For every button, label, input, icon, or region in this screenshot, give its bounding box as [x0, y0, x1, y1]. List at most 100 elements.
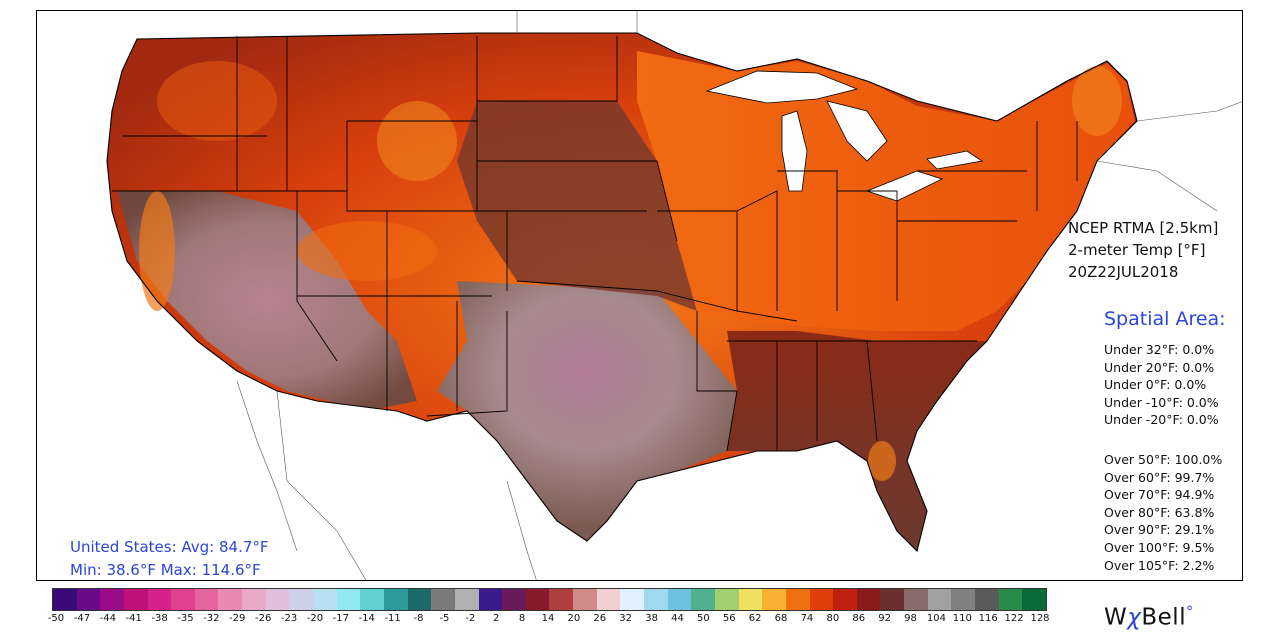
colorbar-tick-label: 14: [541, 613, 555, 624]
colorbar-tick-label: 80: [826, 613, 840, 624]
under-32-stat: Under 32°F: 0.0%: [1104, 342, 1215, 357]
colorbar-cell: [336, 589, 361, 610]
lake-huron: [826, 100, 888, 162]
colorbar-cell: [785, 589, 810, 610]
colorbar-cell: [998, 589, 1023, 610]
colorbar-tick-label: -8: [413, 613, 424, 624]
over-80-stat: Over 80°F: 63.8%: [1104, 504, 1215, 520]
colorbar-ticks: -50 -47 -44 -41 -38 -35 -32 -29 -26 -23 -20 -17 -14-…: [40, 613, 1060, 627]
colorbar-tick-label: 104: [926, 613, 946, 624]
colorbar-cell: [951, 589, 975, 610]
over-70-stat: Over 70°F: 94.9%: [1104, 487, 1215, 503]
colorbar-tick-label: 128: [1030, 613, 1050, 624]
colorbar-tick-label: -44: [99, 613, 116, 624]
colorbar-tick-label: 116: [978, 613, 998, 624]
colorbar-tick-label: -23: [280, 613, 298, 624]
colorbar-tick-label: 44: [671, 613, 684, 624]
product-title-block: NCEP RTMA [2.5km] 2-meter Temp [°F] 20Z2…: [1068, 217, 1218, 283]
temperature-colorbar: [52, 588, 1047, 611]
temperature-map: [106, 11, 1242, 580]
under-threshold-list: Under 32°F: 0.0% Under 20°F: 0.0% Under …: [1104, 341, 1219, 429]
us-average-stat: United States: Avg: 84.7°F: [70, 538, 269, 556]
under-minus20-stat: Under -20°F: 0.0%: [1104, 412, 1219, 428]
colorbar-cell: [407, 589, 432, 610]
map-panel: [36, 10, 1243, 581]
colorbar-cell: [691, 589, 715, 610]
colorbar-cell: [502, 589, 526, 610]
colorbar-tick-label: 50: [696, 613, 710, 624]
colorbar-cell: [880, 589, 905, 610]
colorbar-tick-label: -47: [73, 613, 91, 624]
colorbar-cell: [974, 589, 999, 610]
lake-ontario: [926, 150, 984, 170]
colorbar-cell: [454, 589, 479, 610]
colorbar-cell: [53, 589, 77, 610]
colorbar-tick-label: -41: [125, 613, 142, 624]
southeast-region: [727, 331, 987, 551]
colorbar-tick-label: 20: [567, 613, 581, 624]
state-boundaries: [112, 36, 1078, 452]
weatherbell-logo: WχBell°: [1104, 604, 1194, 631]
colorbar-cell: [242, 589, 266, 610]
colorbar-cell: [667, 589, 692, 610]
spatial-area-title: Spatial Area:: [1104, 308, 1226, 330]
over-90-stat: Over 90°F: 29.1%: [1104, 522, 1215, 538]
colorbar-tick-label: 92: [878, 613, 891, 624]
southwest-desert-region: [117, 191, 417, 409]
colorbar-tick-label: -20: [306, 613, 324, 624]
colorbar-cell: [76, 589, 101, 610]
under-minus10-stat: Under -10°F: 0.0%: [1104, 394, 1219, 410]
colorbar-tick-label: 62: [748, 613, 762, 624]
colorbar-cell: [218, 589, 243, 610]
colorbar-tick-label: 32: [619, 613, 633, 624]
colorbar-cell: [620, 589, 645, 610]
colorbar-cell: [360, 589, 384, 610]
valid-time: 20Z22JUL2018: [1068, 263, 1179, 281]
colorbar-cell: [525, 589, 550, 610]
colorbar-cell: [549, 589, 574, 610]
colorbar-tick-label: -2: [465, 613, 476, 624]
colorbar-tick-label: -29: [229, 613, 246, 624]
under-0-stat: Under 0°F: 0.0%: [1104, 377, 1207, 393]
over-100-stat: Over 100°F: 9.5%: [1104, 539, 1215, 555]
colorbar-tick-label: -5: [439, 613, 450, 624]
lake-superior: [705, 70, 859, 104]
colorbar-cell: [714, 589, 739, 610]
colorbar-tick-label: -35: [177, 613, 194, 624]
colorbar-cell: [927, 589, 952, 610]
colorbar-tick-label: 26: [593, 613, 607, 624]
us-min-max-stat: Min: 38.6°F Max: 114.6°F: [70, 561, 261, 579]
colorbar-tick-label: -32: [203, 613, 220, 624]
colorbar-tick-label: -11: [384, 613, 401, 624]
variable-name: 2-meter Temp [°F]: [1068, 241, 1206, 259]
over-threshold-list: Over 50°F: 100.0% Over 60°F: 99.7% Over …: [1104, 451, 1222, 574]
colorbar-cell: [171, 589, 195, 610]
colorbar-cell: [596, 589, 621, 610]
colorbar-tick-label: -26: [254, 613, 272, 624]
colorbar-cell: [194, 589, 219, 610]
colorbar-tick-label: 74: [800, 613, 814, 624]
colorbar-cell: [478, 589, 503, 610]
international-features: [236, 11, 1242, 580]
colorbar-cell: [313, 589, 337, 610]
colorbar-tick-label: 98: [904, 613, 917, 624]
southern-plains-region: [437, 281, 737, 541]
colorbar-tick-label: -17: [332, 613, 349, 624]
colorbar-cell: [147, 589, 172, 610]
colorbar-cell: [573, 589, 597, 610]
colorbar-tick-label: 122: [1004, 613, 1024, 624]
colorbar-cell: [644, 589, 668, 610]
colorbar-tick-label: -38: [151, 613, 168, 624]
colorbar-tick-label: 68: [774, 613, 788, 624]
colorbar-cell: [809, 589, 834, 610]
colorbar-cell: [738, 589, 763, 610]
colorbar-tick-label: 110: [952, 613, 972, 624]
colorbar-cell: [100, 589, 124, 610]
lake-erie: [865, 170, 944, 202]
colorbar-tick-label: 56: [722, 613, 736, 624]
over-50-stat: Over 50°F: 100.0%: [1104, 452, 1223, 467]
colorbar-tick-label: -50: [47, 613, 65, 624]
colorbar-cell: [1022, 589, 1046, 610]
colorbar-cell: [904, 589, 928, 610]
colorbar-cell: [289, 589, 314, 610]
